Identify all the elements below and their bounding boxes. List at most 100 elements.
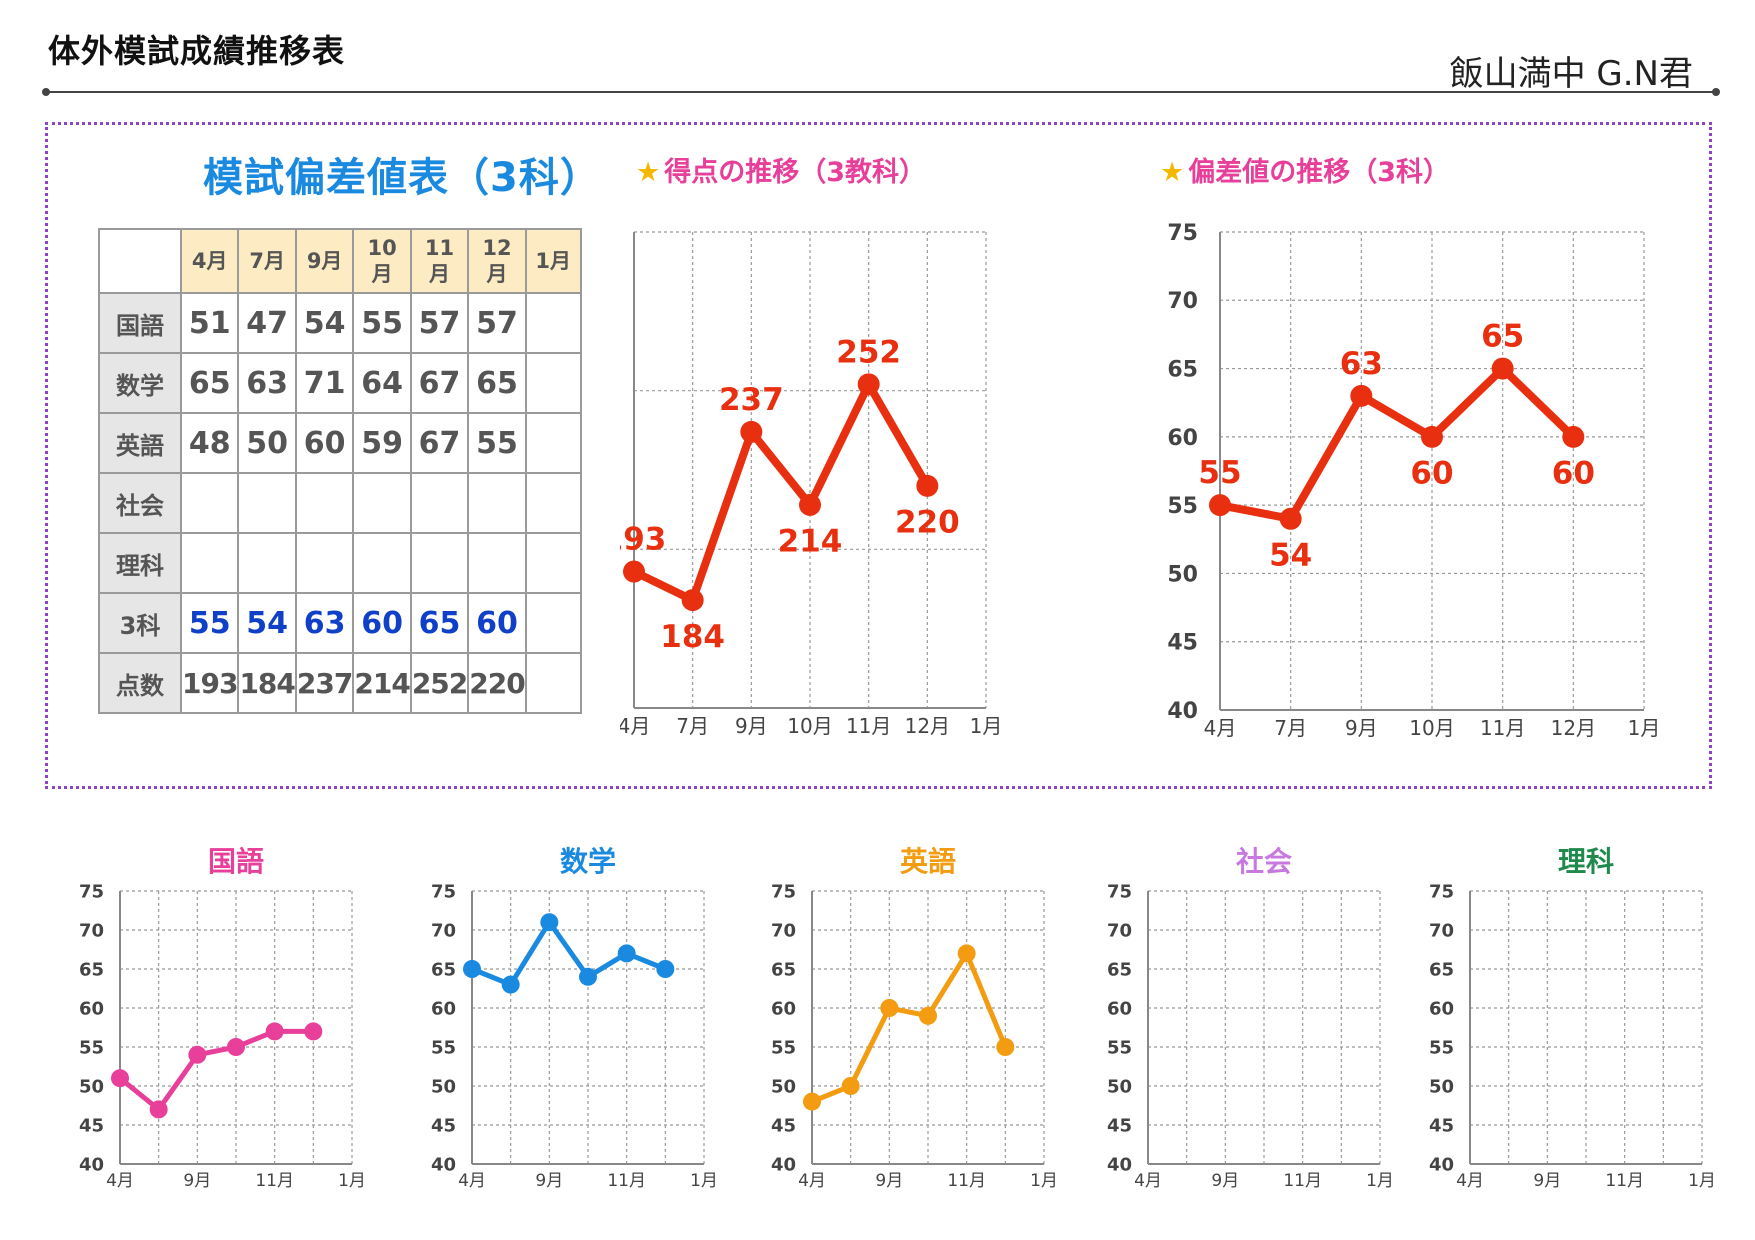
month-header: 12 月 (467, 228, 527, 294)
data-label: 237 (719, 382, 784, 418)
x-tick-label: 1月 (970, 714, 1003, 738)
y-tick-label: 55 (771, 1037, 796, 1058)
y-tick-label: 55 (1107, 1037, 1132, 1058)
month-header: 7月 (237, 228, 297, 294)
y-tick-label: 60 (79, 998, 104, 1019)
table-row: 数学 65 63 71 64 67 65 (98, 352, 582, 414)
score-chart: 1502002503004月7月9月10月11月12月1月19318423721… (620, 231, 1003, 738)
y-tick-label: 55 (79, 1037, 104, 1058)
month-header: 1月 (524, 228, 582, 294)
x-tick-label: 4月 (1204, 716, 1237, 740)
data-point (617, 944, 636, 963)
y-tick-label: 50 (1167, 562, 1198, 587)
y-tick-label: 75 (1107, 881, 1132, 902)
x-tick-label: 9月 (1345, 716, 1378, 740)
row-label: 英語 (98, 412, 182, 474)
row-label: 数学 (98, 352, 182, 414)
table-cell: 220 (467, 652, 527, 714)
table-cell: 67 (409, 412, 470, 474)
x-tick-label: 11月 (255, 1171, 294, 1191)
table-cell: 55 (352, 292, 412, 354)
y-tick-label: 70 (771, 920, 796, 941)
data-label: 63 (1340, 346, 1383, 382)
y-tick-label: 65 (1167, 357, 1198, 382)
table-cell: 47 (237, 292, 297, 354)
table-cell (237, 532, 297, 594)
y-tick-label: 55 (1429, 1037, 1454, 1058)
x-tick-label: 11月 (846, 714, 891, 738)
data-point (540, 913, 559, 932)
data-point (265, 1022, 284, 1041)
table-cell: 67 (409, 352, 470, 414)
x-tick-label: 4月 (620, 714, 650, 738)
data-point (841, 1077, 860, 1095)
data-point (656, 960, 675, 978)
x-tick-label: 1月 (690, 1171, 718, 1191)
table-cell (524, 292, 582, 354)
x-tick-label: 10月 (1409, 716, 1454, 740)
data-label: 220 (895, 505, 960, 541)
data-point (799, 493, 821, 516)
y-tick-label: 40 (1167, 699, 1198, 724)
table-row: 英語 48 50 60 59 67 55 (98, 412, 582, 474)
table-cell (352, 472, 412, 534)
table-row: 点数 193 184 237 214 252 220 (98, 652, 582, 714)
table-cell: 63 (237, 352, 297, 414)
eigo-title: 英語 (899, 845, 956, 878)
sugaku-title: 数学 (559, 845, 616, 878)
y-tick-label: 75 (1167, 221, 1198, 246)
table-cell: 57 (467, 292, 527, 354)
data-label: 184 (660, 619, 725, 655)
y-tick-label: 40 (431, 1154, 456, 1175)
data-point (803, 1092, 821, 1111)
y-tick-label: 70 (431, 920, 456, 941)
x-tick-label: 1月 (1688, 1171, 1716, 1191)
table-cell (467, 532, 527, 594)
month-header: 10 月 (352, 228, 412, 294)
y-tick-label: 55 (1167, 494, 1198, 519)
table-cell (524, 652, 582, 714)
table-cell: 252 (409, 652, 470, 714)
sugaku-chart: 40 45 50 55 60 65 70 75 4月 9月 11月 1月 (431, 881, 718, 1191)
table-header-row: 4月 7月 9月 10 月 11 月 12 月 1月 (98, 228, 582, 294)
y-tick-label: 75 (431, 881, 456, 902)
data-point (681, 589, 704, 612)
table-cell (524, 412, 582, 474)
y-tick-label: 65 (79, 959, 104, 980)
row-label: 社会 (98, 472, 182, 534)
data-label: 193 (620, 522, 666, 558)
star-icon: ★ (636, 157, 661, 188)
y-tick-label: 75 (1429, 881, 1454, 902)
x-tick-label: 11月 (947, 1171, 986, 1191)
table-cell: 184 (237, 652, 297, 714)
table-cell (179, 532, 240, 594)
data-point (1209, 494, 1231, 517)
y-tick-label: 45 (1429, 1115, 1454, 1136)
table-cell: 65 (467, 352, 527, 414)
data-point (188, 1045, 207, 1064)
kokugo-chart: 40 45 50 55 60 65 70 75 4月 9月 11月 1月 (79, 881, 366, 1191)
data-point (919, 1006, 937, 1025)
x-tick-label: 12月 (1551, 716, 1596, 740)
table-cell (294, 472, 355, 534)
series-line (469, 919, 668, 988)
table-cell (352, 532, 412, 594)
row-label: 3科 (98, 592, 182, 654)
y-tick-label: 60 (1107, 998, 1132, 1019)
y-tick-label: 40 (771, 1154, 796, 1175)
x-tick-label: 1月 (1628, 716, 1661, 740)
summary-panel (45, 122, 1712, 789)
data-point (579, 967, 597, 986)
table-cell: 65 (179, 352, 240, 414)
y-tick-label: 65 (771, 959, 796, 980)
data-label: 54 (1269, 538, 1312, 574)
y-tick-label: 70 (1107, 920, 1132, 941)
y-tick-label: 45 (79, 1115, 104, 1136)
star-icon: ★ (1160, 157, 1185, 188)
data-label: 60 (1552, 456, 1595, 492)
y-tick-label: 75 (79, 881, 104, 902)
table-cell: 193 (179, 652, 240, 714)
table-cell: 55 (467, 412, 527, 474)
x-tick-label: 4月 (798, 1171, 826, 1191)
month-header: 4月 (179, 228, 240, 294)
